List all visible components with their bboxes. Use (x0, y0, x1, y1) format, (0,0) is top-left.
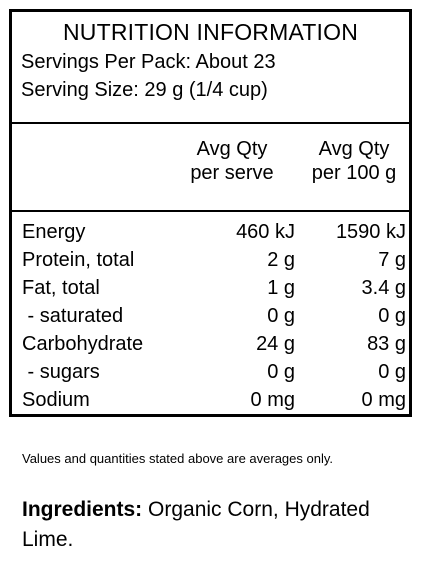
nutrient-name: Energy (22, 221, 86, 243)
per-100g-value: 1590 kJ (335, 221, 406, 243)
per-serve-value: 2 g (267, 249, 295, 271)
ingredients-text: Organic Corn, Hydrated Lime. (22, 498, 370, 551)
nutrient-row-sodium: Sodium 0 mg 0 mg (12, 386, 409, 414)
column-headers: Avg Qty per serve Avg Qty per 100 g (12, 124, 409, 212)
column-header-per-serve: Avg Qty per serve (178, 137, 286, 185)
per-100g-value: 3.4 g (361, 277, 406, 299)
column-header-per-100g-line1: Avg Qty (318, 138, 390, 160)
per-serve-value: 460 kJ (236, 221, 295, 243)
nutrient-row-fat: Fat, total 1 g 3.4 g (12, 274, 409, 302)
per-100g-value: 0 g (378, 305, 406, 327)
per-serve-value: 0 g (267, 361, 295, 383)
column-header-per-serve-line1: Avg Qty (196, 138, 268, 160)
nutrient-name: Sodium (22, 389, 90, 411)
per-serve-value: 0 g (267, 305, 295, 327)
nutrient-name: - saturated (22, 305, 124, 327)
per-serve-value: 0 mg (250, 389, 295, 411)
serving-size: Serving Size: 29 g (1/4 cup) (21, 79, 268, 101)
nutrient-name: Fat, total (22, 277, 100, 299)
per-100g-value: 7 g (378, 249, 406, 271)
nutrient-name: Carbohydrate (22, 333, 144, 355)
panel-title: NUTRITION INFORMATION (62, 19, 359, 45)
averages-footnote: Values and quantities stated above are a… (22, 451, 334, 466)
nutrient-name: Protein, total (22, 249, 135, 271)
column-header-per-serve-line2: per serve (190, 162, 274, 184)
panel-header: NUTRITION INFORMATION Servings Per Pack:… (12, 12, 409, 124)
column-header-per-100g-line2: per 100 g (311, 162, 397, 184)
per-100g-value: 83 g (367, 333, 406, 355)
per-100g-value: 0 g (378, 361, 406, 383)
nutrient-row-saturated: - saturated 0 g 0 g (12, 302, 409, 330)
nutrient-name: - sugars (22, 361, 100, 383)
nutrient-row-energy: Energy 460 kJ 1590 kJ (12, 218, 409, 246)
per-serve-value: 24 g (256, 333, 295, 355)
per-100g-value: 0 mg (361, 389, 406, 411)
nutrition-panel: NUTRITION INFORMATION Servings Per Pack:… (9, 9, 412, 417)
ingredients-label: Ingredients: (22, 498, 143, 521)
servings-per-pack: Servings Per Pack: About 23 (21, 51, 276, 73)
nutrient-rows: Energy 460 kJ 1590 kJ Protein, total 2 g… (12, 218, 409, 414)
nutrient-row-protein: Protein, total 2 g 7 g (12, 246, 409, 274)
nutrient-row-sugars: - sugars 0 g 0 g (12, 358, 409, 386)
column-header-per-100g: Avg Qty per 100 g (300, 137, 408, 185)
per-serve-value: 1 g (267, 277, 295, 299)
nutrient-row-carbohydrate: Carbohydrate 24 g 83 g (12, 330, 409, 358)
ingredients-statement: Ingredients: Organic Corn, Hydrated Lime… (22, 495, 412, 555)
